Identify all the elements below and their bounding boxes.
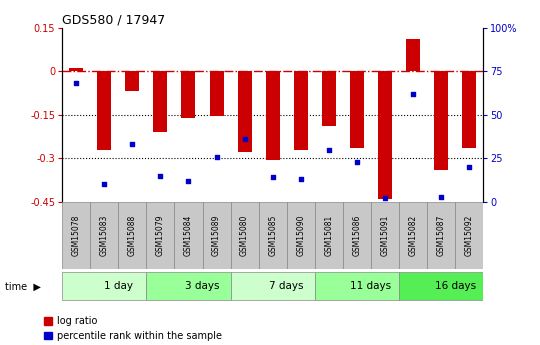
Text: GSM15078: GSM15078 xyxy=(72,215,80,256)
Bar xyxy=(350,71,364,148)
Text: GDS580 / 17947: GDS580 / 17947 xyxy=(62,13,165,27)
Text: GSM15091: GSM15091 xyxy=(381,215,389,256)
Text: time  ▶: time ▶ xyxy=(5,282,41,291)
Bar xyxy=(315,273,399,300)
Bar xyxy=(343,202,371,269)
Bar xyxy=(259,202,287,269)
Text: GSM15079: GSM15079 xyxy=(156,215,165,256)
Point xyxy=(465,164,474,170)
Bar xyxy=(427,202,455,269)
Text: GSM15092: GSM15092 xyxy=(465,215,474,256)
Point xyxy=(72,81,80,86)
Text: GSM15083: GSM15083 xyxy=(100,215,109,256)
Point xyxy=(268,175,277,180)
Bar xyxy=(125,71,139,91)
Text: 16 days: 16 days xyxy=(435,282,476,291)
Bar xyxy=(378,71,392,199)
Text: 11 days: 11 days xyxy=(350,282,392,291)
Point xyxy=(100,181,109,187)
Bar xyxy=(371,202,399,269)
Point xyxy=(296,176,305,182)
Bar xyxy=(90,202,118,269)
Bar xyxy=(62,273,146,300)
Bar xyxy=(322,71,336,126)
Bar xyxy=(315,202,343,269)
Legend: log ratio, percentile rank within the sample: log ratio, percentile rank within the sa… xyxy=(40,312,226,345)
Text: GSM15084: GSM15084 xyxy=(184,215,193,256)
Bar xyxy=(287,202,315,269)
Bar xyxy=(146,202,174,269)
Text: GSM15082: GSM15082 xyxy=(409,215,417,256)
Point xyxy=(156,173,165,178)
Bar xyxy=(434,71,448,170)
Bar xyxy=(146,273,231,300)
Text: GSM15086: GSM15086 xyxy=(353,215,361,256)
Bar xyxy=(97,71,111,150)
Bar xyxy=(202,202,231,269)
Point xyxy=(128,141,137,147)
Text: 7 days: 7 days xyxy=(269,282,304,291)
Bar xyxy=(69,68,83,71)
Text: GSM15081: GSM15081 xyxy=(325,215,333,256)
Bar xyxy=(210,71,224,116)
Text: GSM15080: GSM15080 xyxy=(240,215,249,256)
Point xyxy=(240,136,249,142)
Text: GSM15090: GSM15090 xyxy=(296,215,305,256)
Point xyxy=(437,194,445,199)
Text: GSM15087: GSM15087 xyxy=(437,215,445,256)
Text: 1 day: 1 day xyxy=(104,282,133,291)
Text: GSM15089: GSM15089 xyxy=(212,215,221,256)
Bar xyxy=(181,71,195,118)
Bar xyxy=(238,71,252,152)
Point xyxy=(353,159,361,165)
Point xyxy=(184,178,193,184)
Text: 3 days: 3 days xyxy=(185,282,220,291)
Bar xyxy=(399,273,483,300)
Bar xyxy=(266,71,280,160)
Bar xyxy=(174,202,202,269)
Bar xyxy=(406,39,420,71)
Bar xyxy=(455,202,483,269)
Bar xyxy=(62,202,90,269)
Bar xyxy=(231,202,259,269)
Bar xyxy=(231,273,315,300)
Text: GSM15088: GSM15088 xyxy=(128,215,137,256)
Bar xyxy=(153,71,167,132)
Bar xyxy=(118,202,146,269)
Bar xyxy=(294,71,308,150)
Point xyxy=(381,196,389,201)
Point xyxy=(325,147,333,152)
Bar xyxy=(462,71,476,148)
Point xyxy=(212,154,221,159)
Point xyxy=(409,91,417,97)
Text: GSM15085: GSM15085 xyxy=(268,215,277,256)
Bar xyxy=(399,202,427,269)
